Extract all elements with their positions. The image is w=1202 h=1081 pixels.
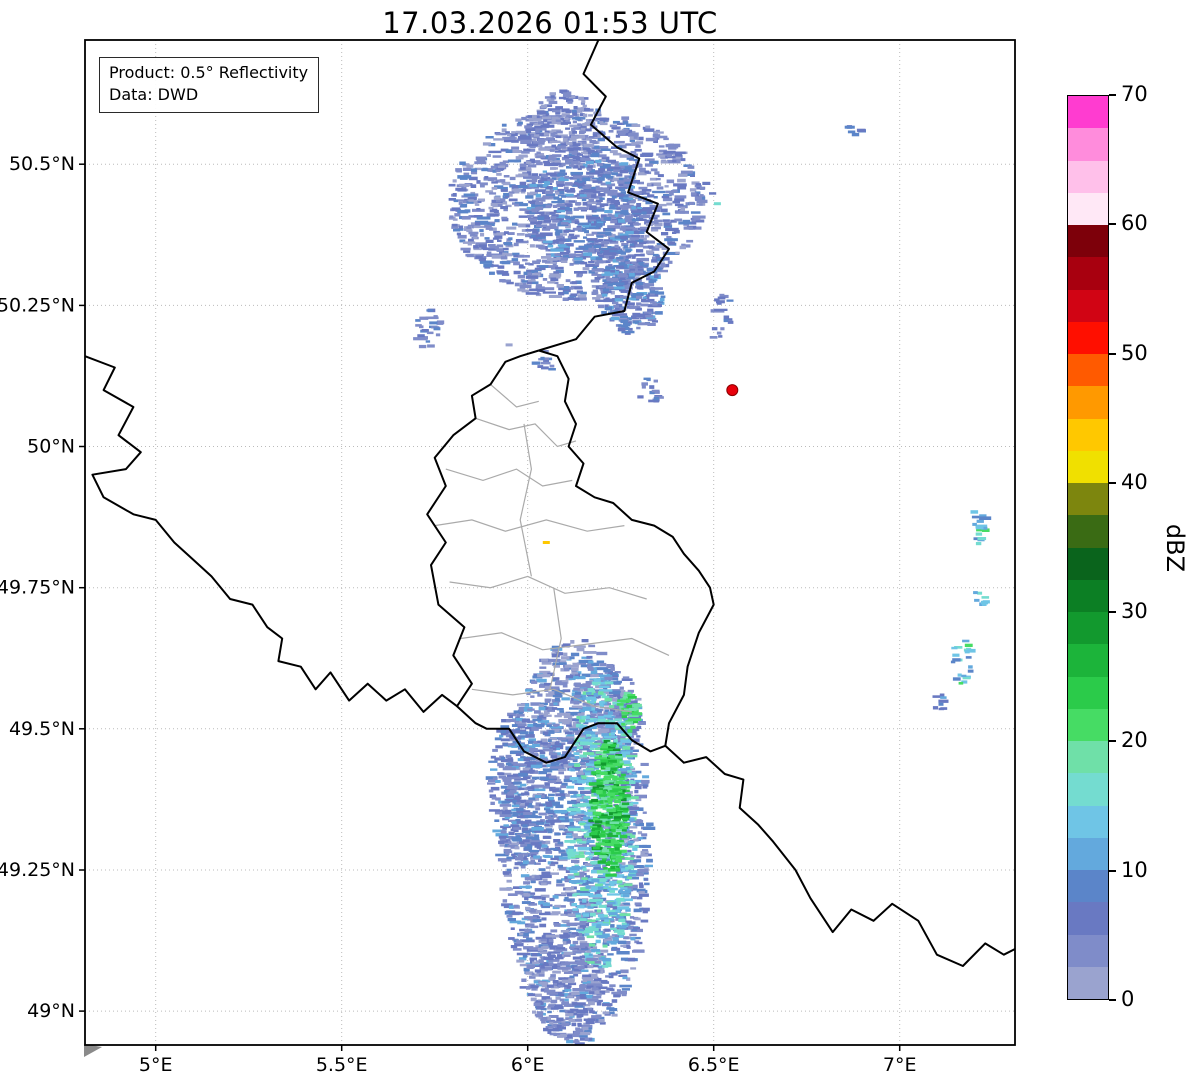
corner-artifact — [84, 1044, 102, 1057]
colorbar-segment — [1068, 934, 1108, 967]
product-info-line: Product: 0.5° Reflectivity — [109, 63, 309, 82]
colorbar-tick-label: 0 — [1121, 987, 1135, 1011]
colorbar-tick — [1109, 352, 1116, 355]
product-info-box: Product: 0.5° Reflectivity Data: DWD — [99, 57, 320, 114]
colorbar-tick — [1109, 611, 1116, 614]
colorbar-unit-label: dBZ — [1161, 523, 1189, 573]
x-tick-label: 5.5°E — [316, 1054, 368, 1076]
y-tick-label: 50°N — [27, 436, 75, 458]
colorbar-segment — [1068, 418, 1108, 451]
colorbar-segment — [1068, 225, 1108, 258]
axis-tick-labels: 5°E 5.5°E 6°E 6.5°E 7°E 49°N 49.25°N 49.5°N 49.7… — [0, 153, 916, 1076]
colorbar-tick-label: 50 — [1121, 340, 1148, 365]
colorbar-segment — [1068, 902, 1108, 935]
axis-ticks — [79, 163, 901, 1051]
x-tick-label: 6°E — [511, 1054, 545, 1076]
y-tick-label: 49.25°N — [0, 859, 75, 881]
colorbar-tick-label: 40 — [1121, 469, 1148, 494]
colorbar — [1067, 95, 1109, 1000]
y-tick-label: 49°N — [27, 1000, 75, 1022]
figure-title: 17.03.2026 01:53 UTC — [382, 6, 718, 40]
colorbar-segment — [1068, 773, 1108, 806]
colorbar-tick — [1109, 94, 1116, 96]
colorbar-segment — [1068, 805, 1108, 838]
colorbar-segment — [1068, 321, 1108, 354]
colorbar-tick-label: 10 — [1121, 857, 1148, 882]
x-tick-label: 7°E — [883, 1054, 917, 1076]
colorbar-segment — [1068, 741, 1108, 774]
y-tick-label: 49.75°N — [0, 577, 75, 599]
colorbar-tick — [1109, 481, 1116, 484]
colorbar-segment — [1068, 644, 1108, 677]
radar-site-marker — [726, 384, 739, 397]
plot-frame — [84, 39, 1016, 1046]
colorbar-tick-label: 30 — [1121, 599, 1148, 624]
colorbar-tick — [1109, 999, 1116, 1001]
colorbar-segment — [1068, 612, 1108, 645]
colorbar-segment — [1068, 450, 1108, 483]
y-tick-label: 49.5°N — [9, 718, 75, 740]
colorbar-segment — [1068, 257, 1108, 290]
country-borders — [85, 40, 1015, 967]
admin-borders — [434, 383, 670, 713]
colorbar-tick-label: 20 — [1121, 728, 1148, 753]
colorbar-segment — [1068, 160, 1108, 193]
colorbar-tick — [1109, 740, 1116, 743]
colorbar-segment — [1068, 870, 1108, 903]
colorbar-segment — [1068, 128, 1108, 161]
colorbar-tick — [1109, 869, 1116, 872]
colorbar-segment — [1068, 515, 1108, 548]
colorbar-segment — [1068, 192, 1108, 225]
x-tick-label: 5°E — [139, 1054, 173, 1076]
y-tick-label: 50.5°N — [9, 153, 75, 175]
colorbar-segment — [1068, 579, 1108, 612]
y-tick-label: 50.25°N — [0, 294, 75, 316]
colorbar-tick-label: 60 — [1121, 211, 1148, 236]
colorbar-segment — [1068, 96, 1108, 129]
data-source-line: Data: DWD — [109, 85, 199, 105]
colorbar-segment — [1068, 386, 1108, 419]
x-tick-label: 6.5°E — [688, 1054, 740, 1076]
colorbar-segment — [1068, 837, 1108, 870]
colorbar-segment — [1068, 547, 1108, 580]
colorbar-segment — [1068, 354, 1108, 387]
colorbar-tick — [1109, 223, 1116, 226]
colorbar-segment — [1068, 289, 1108, 322]
colorbar-tick-label: 70 — [1121, 82, 1148, 106]
colorbar-segment — [1068, 708, 1108, 741]
colorbar-segment — [1068, 966, 1108, 999]
colorbar-segment — [1068, 483, 1108, 516]
radar-echoes — [413, 89, 992, 1045]
colorbar-segment — [1068, 676, 1108, 709]
